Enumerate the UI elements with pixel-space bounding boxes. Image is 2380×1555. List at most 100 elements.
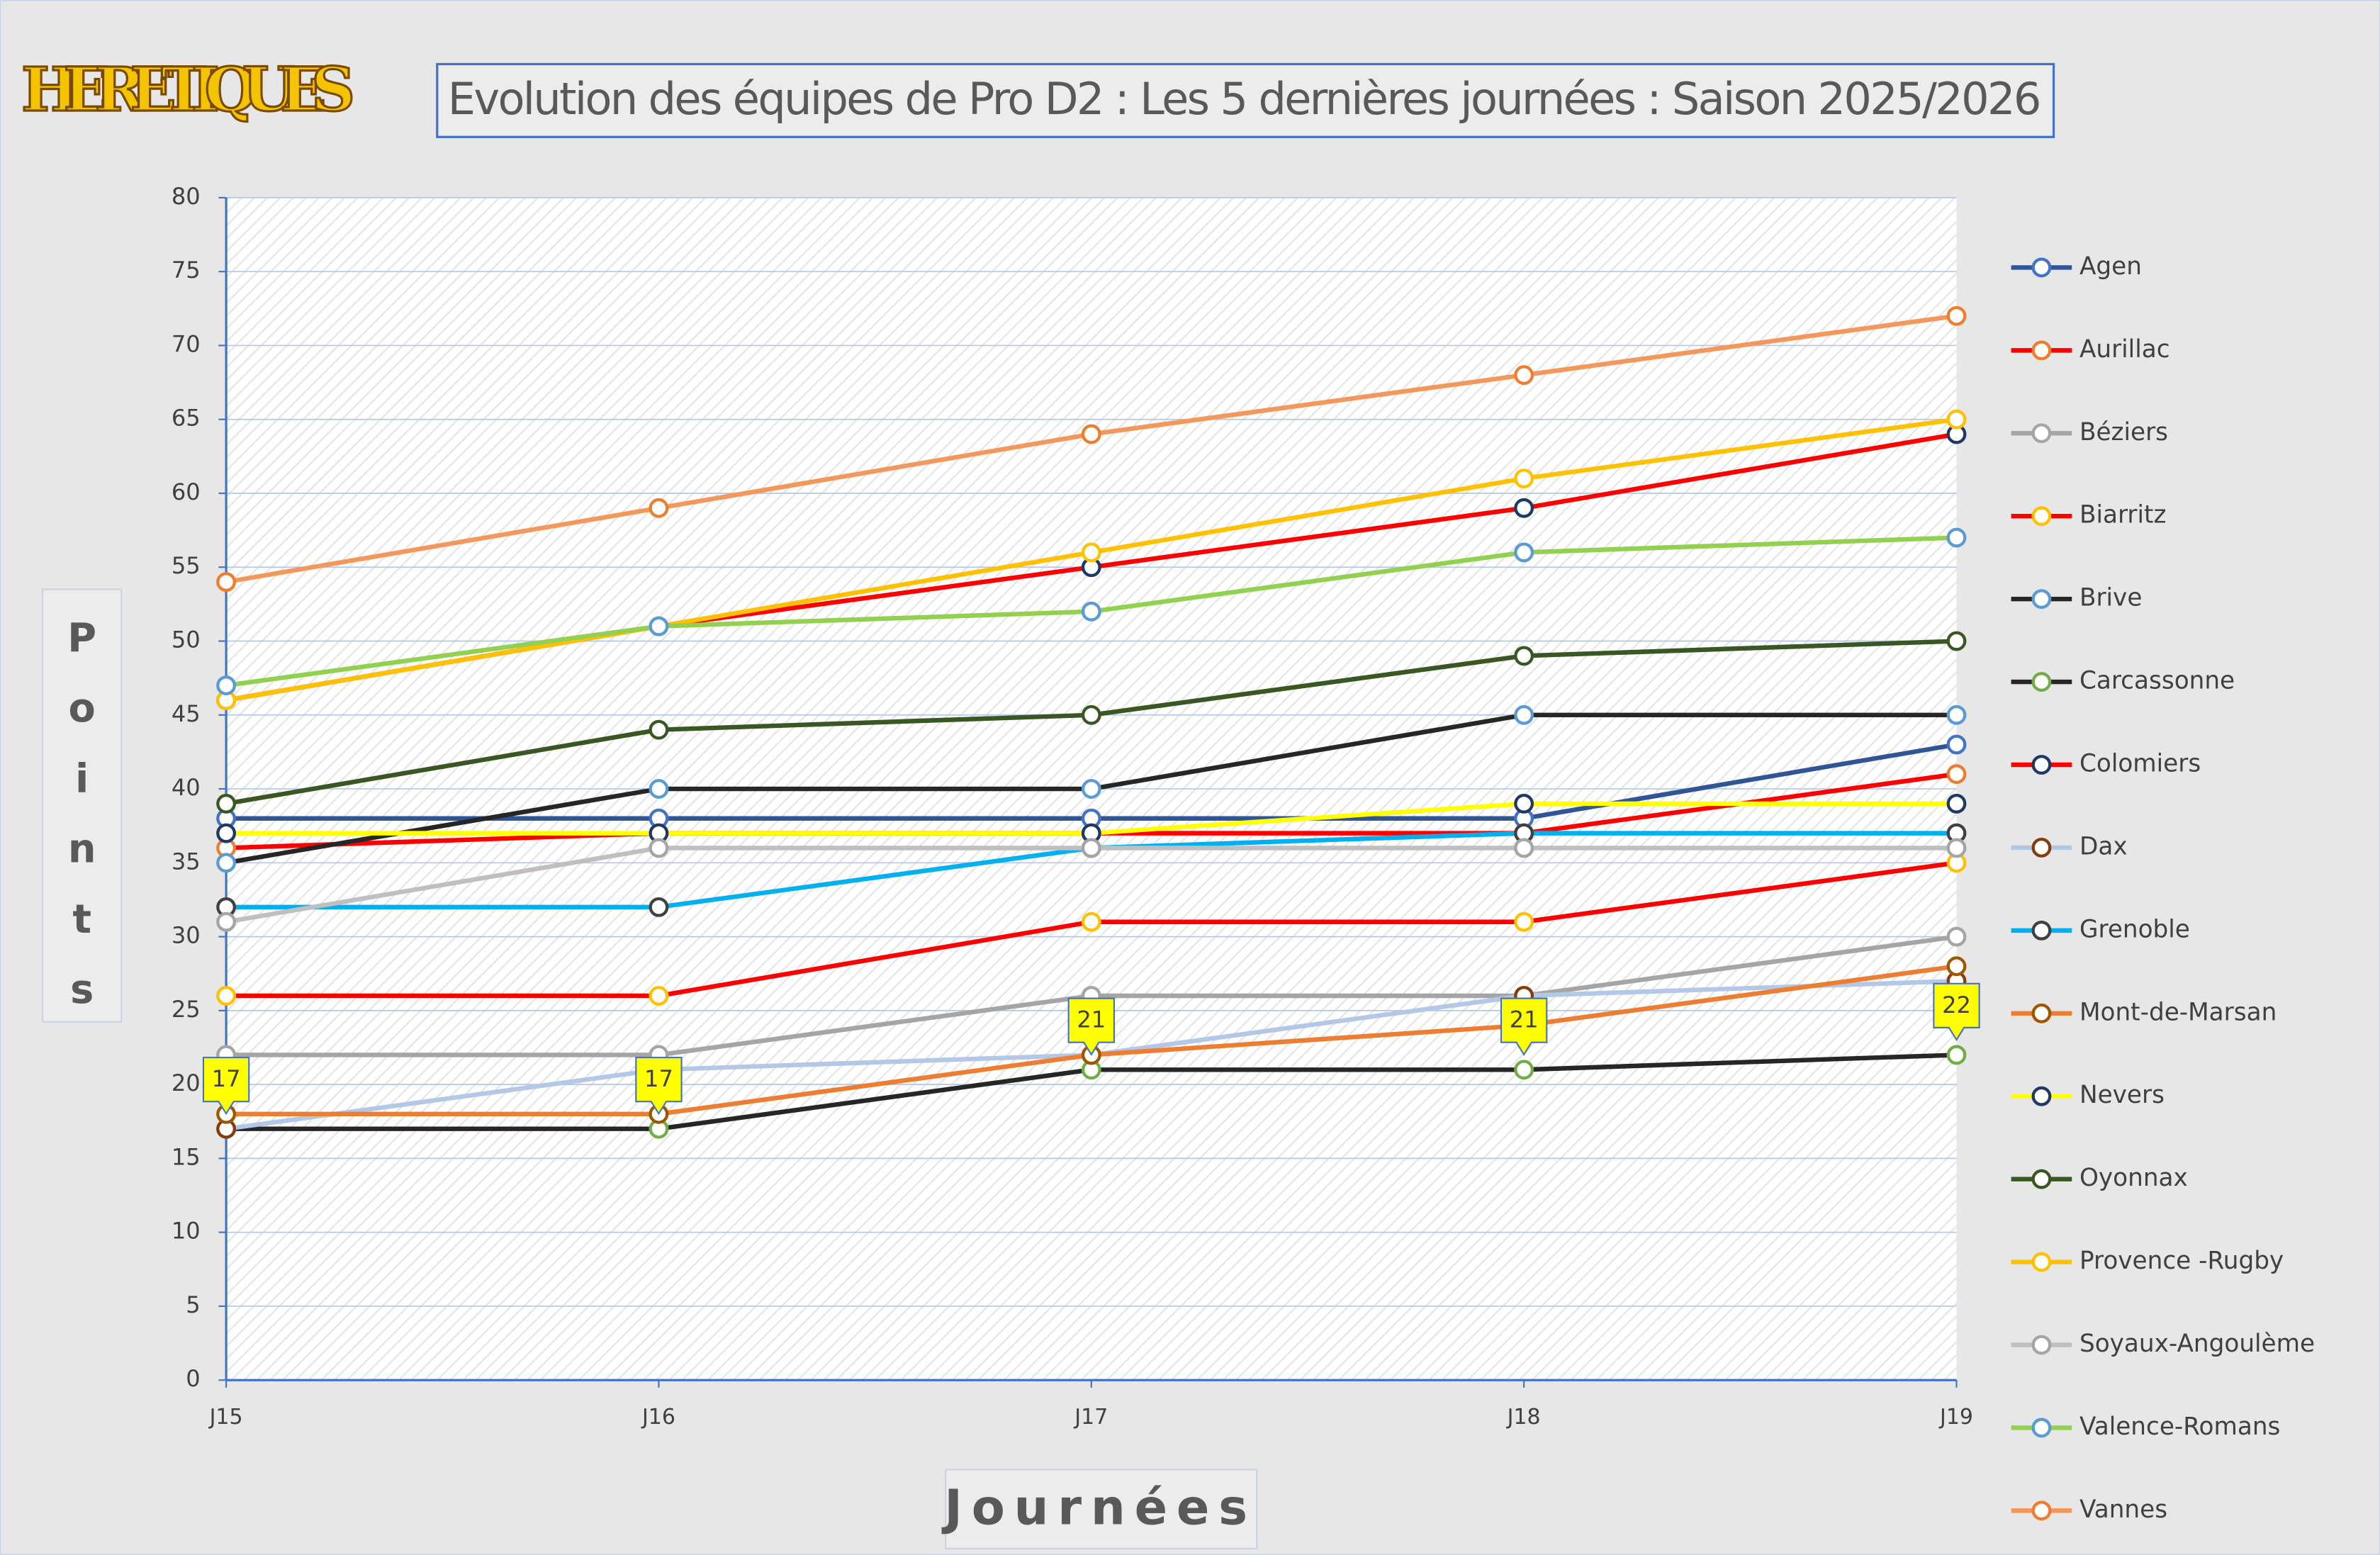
legend-label: Carcassonne xyxy=(2079,667,2235,695)
legend-marker xyxy=(2031,1086,2052,1106)
legend-marker xyxy=(2031,1169,2052,1189)
marker xyxy=(1081,424,1101,444)
marker xyxy=(649,616,669,636)
y-tick-label: 35 xyxy=(172,848,201,875)
marker xyxy=(1946,838,1967,858)
marker xyxy=(1946,926,1967,947)
x-tick-label: J19 xyxy=(1938,1405,1973,1430)
y-tick-label: 25 xyxy=(172,996,201,1023)
legend-marker xyxy=(2031,1335,2052,1355)
legend-marker xyxy=(2031,1003,2052,1023)
marker xyxy=(1946,631,1967,651)
marker xyxy=(1946,764,1967,785)
marker xyxy=(1514,704,1534,725)
legend-marker xyxy=(2031,1418,2052,1438)
marker xyxy=(1081,601,1101,622)
x-tick-label: J18 xyxy=(1506,1405,1541,1430)
y-label-box xyxy=(41,588,123,1023)
y-tick-label: 40 xyxy=(172,774,201,801)
marker xyxy=(216,793,237,814)
x-axis-label: Journées xyxy=(941,1479,1256,1536)
marker xyxy=(216,986,237,1006)
y-tick-label: 75 xyxy=(172,257,201,284)
legend-marker xyxy=(2031,257,2052,278)
data-label-callout xyxy=(635,1056,683,1116)
legend-marker xyxy=(2031,755,2052,775)
y-tick-label: 30 xyxy=(172,922,201,949)
marker xyxy=(1946,793,1967,814)
marker xyxy=(649,498,669,518)
marker xyxy=(1081,779,1101,799)
data-label: 17 xyxy=(644,1065,673,1092)
marker xyxy=(1514,365,1534,386)
marker xyxy=(1946,1045,1967,1065)
legend-label: Valence-Romans xyxy=(2079,1413,2280,1441)
y-tick-label: 45 xyxy=(172,700,201,727)
marker xyxy=(1514,1060,1534,1080)
legend-label: Agen xyxy=(2079,252,2142,281)
data-label-callout xyxy=(202,1056,250,1116)
marker xyxy=(1946,704,1967,725)
y-tick-label: 60 xyxy=(172,478,201,505)
logo: HERETIQUES xyxy=(21,55,355,125)
legend-label: Biarritz xyxy=(2079,501,2166,529)
marker xyxy=(649,838,669,858)
legend-marker xyxy=(2031,423,2052,444)
marker xyxy=(1514,542,1534,563)
legend-label: Colomiers xyxy=(2079,750,2201,778)
title-box xyxy=(436,62,2055,138)
y-tick-label: 65 xyxy=(172,405,201,432)
x-tick-label: J17 xyxy=(1073,1405,1108,1430)
marker xyxy=(1514,911,1534,932)
marker xyxy=(649,897,669,917)
legend-label: Provence -Rugby xyxy=(2079,1247,2284,1275)
marker xyxy=(216,675,237,696)
legend-marker xyxy=(2031,920,2052,941)
marker xyxy=(1081,838,1101,858)
marker xyxy=(1946,527,1967,548)
marker xyxy=(649,986,669,1006)
legend-label: Béziers xyxy=(2079,418,2168,447)
data-label: 22 xyxy=(1942,992,1971,1018)
y-tick-label: 55 xyxy=(172,552,201,579)
legend-label: Dax xyxy=(2079,832,2128,860)
marker xyxy=(1946,305,1967,326)
marker xyxy=(1514,498,1534,518)
legend-label: Aurillac xyxy=(2079,335,2170,364)
marker xyxy=(1514,838,1534,858)
legend-label: Nevers xyxy=(2079,1081,2165,1109)
y-axis-label: Points xyxy=(59,615,105,1038)
y-tick-label: 5 xyxy=(186,1291,200,1318)
legend-marker xyxy=(2031,1252,2052,1272)
marker xyxy=(1081,704,1101,725)
y-tick-label: 20 xyxy=(172,1070,201,1096)
legend-marker xyxy=(2031,838,2052,858)
data-label: 21 xyxy=(1077,1006,1106,1033)
data-label: 17 xyxy=(212,1065,241,1092)
legend-marker xyxy=(2031,672,2052,692)
legend-label: Soyaux-Angoulème xyxy=(2079,1330,2315,1358)
legend-label: Mont-de-Marsan xyxy=(2079,998,2277,1026)
legend-label: Brive xyxy=(2079,584,2142,612)
y-tick-label: 15 xyxy=(172,1143,201,1170)
marker xyxy=(216,911,237,932)
marker xyxy=(1514,468,1534,489)
data-label-callout xyxy=(1933,982,1980,1042)
chart-title: Evolution des équipes de Pro D2 : Les 5 … xyxy=(448,73,2042,125)
marker xyxy=(1946,409,1967,430)
legend-label: Grenoble xyxy=(2079,915,2190,943)
marker xyxy=(1946,734,1967,755)
marker xyxy=(1514,646,1534,666)
marker xyxy=(216,823,237,843)
x-tick-label: J15 xyxy=(208,1405,243,1430)
legend-marker xyxy=(2031,340,2052,361)
legend-marker xyxy=(2031,506,2052,527)
marker xyxy=(649,719,669,740)
marker xyxy=(1946,956,1967,977)
legend-marker xyxy=(2031,1500,2052,1521)
x-tick-label: J16 xyxy=(641,1405,675,1430)
legend-marker xyxy=(2031,589,2052,610)
legend-label: Oyonnax xyxy=(2079,1164,2188,1192)
marker xyxy=(216,853,237,873)
